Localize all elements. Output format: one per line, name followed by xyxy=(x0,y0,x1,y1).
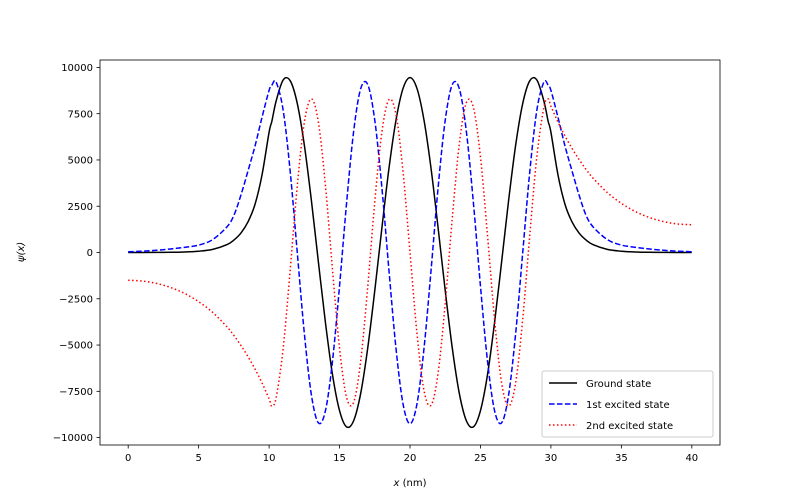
x-tick-label: 30 xyxy=(545,453,558,464)
x-axis: 0 5 10 15 20 25 30 35 40 xyxy=(125,445,698,464)
y-tick-label: −2500 xyxy=(59,294,93,305)
legend-label: 1st excited state xyxy=(586,400,670,411)
x-tick-label: 25 xyxy=(474,453,487,464)
y-tick-label: 5000 xyxy=(68,156,93,167)
y-tick-label: −5000 xyxy=(59,341,93,352)
x-tick-label: 5 xyxy=(195,453,201,464)
series-lines xyxy=(128,76,692,429)
y-axis: −10000 −7500 −5000 −2500 0 2500 5000 7500 10000 xyxy=(53,63,100,444)
x-tick-label: 0 xyxy=(125,453,131,464)
legend-label: 2nd excited state xyxy=(586,421,673,432)
y-tick-label: 0 xyxy=(87,248,93,259)
x-tick-label: 40 xyxy=(685,453,698,464)
series-line-1 xyxy=(128,79,692,425)
x-tick-label: 20 xyxy=(404,453,417,464)
x-axis-label: x (nm) xyxy=(393,478,427,489)
series-line-0 xyxy=(128,76,692,429)
legend-box xyxy=(541,370,714,438)
x-tick-label: 35 xyxy=(615,453,628,464)
legend: Ground state 1st excited state 2nd excited… xyxy=(541,370,714,438)
y-tick-label: −10000 xyxy=(53,433,93,444)
x-tick-label: 10 xyxy=(263,453,276,464)
y-axis-label: ψ(x) xyxy=(16,242,27,262)
y-tick-label: 10000 xyxy=(61,63,93,74)
legend-label: Ground state xyxy=(586,379,651,390)
y-tick-label: −7500 xyxy=(59,387,93,398)
x-tick-label: 15 xyxy=(333,453,346,464)
y-tick-label: 2500 xyxy=(68,202,93,213)
series-line-2 xyxy=(128,98,692,407)
y-tick-label: 7500 xyxy=(68,109,93,120)
